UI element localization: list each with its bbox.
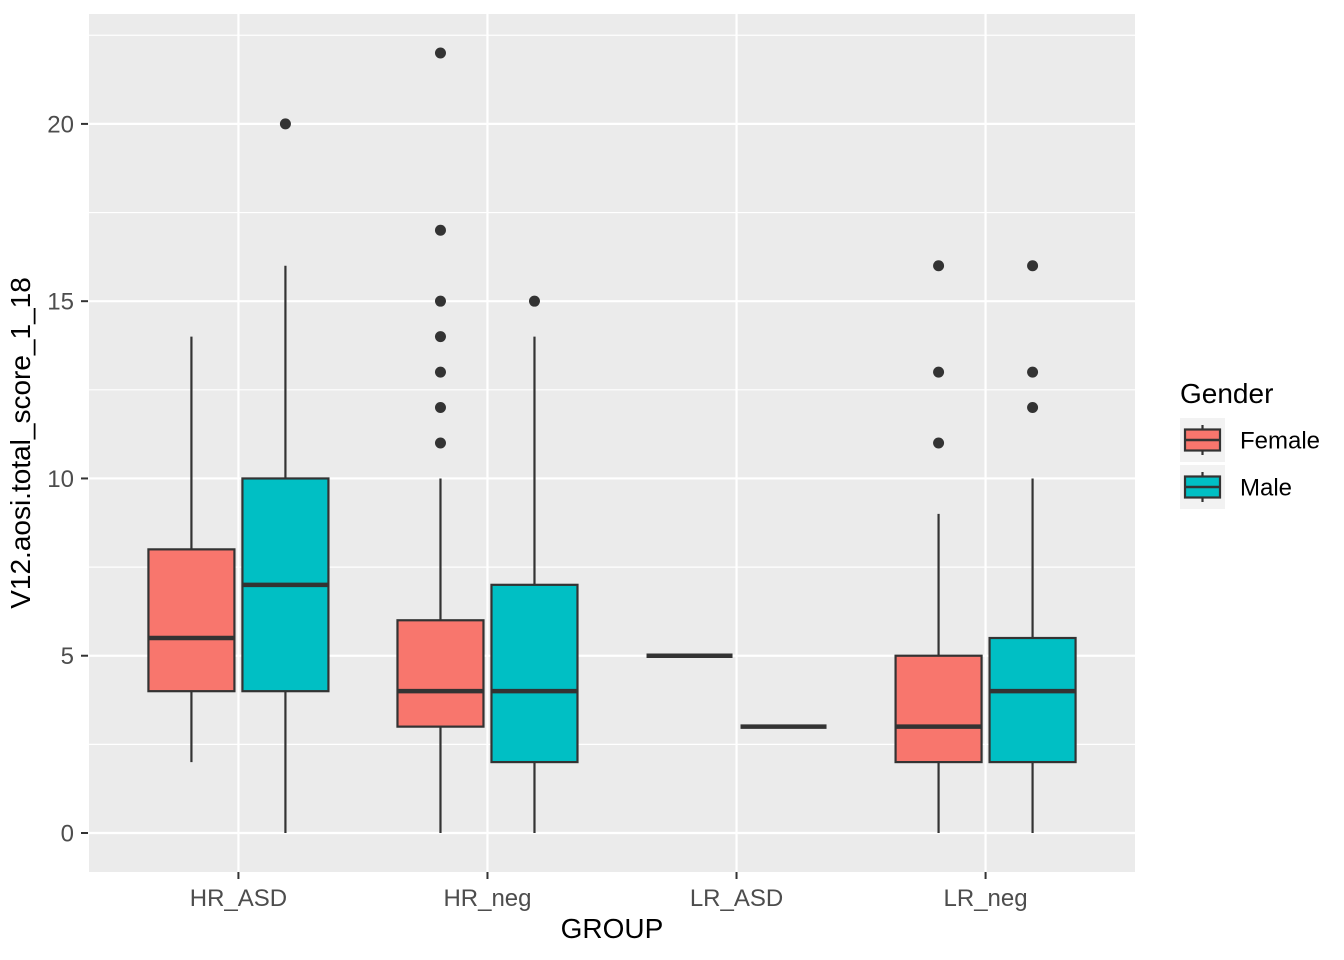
legend-label: Male [1240,474,1292,501]
x-tick-label: HR_neg [443,885,531,912]
y-tick-label: 10 [47,466,74,493]
box-iqr [988,636,1077,764]
outlier-dot [933,437,945,449]
boxplots [147,47,1077,833]
box-iqr [894,654,983,764]
y-tick-label: 0 [61,820,74,847]
y-tick-label: 15 [47,289,74,316]
outlier-dot [1027,260,1039,272]
outlier-dot [279,118,291,130]
outlier-dot [434,295,446,307]
box-male-HR_ASD [241,118,330,833]
y-tick-label: 5 [61,643,74,670]
x-tick-label: HR_ASD [190,885,287,912]
outlier-dot [528,295,540,307]
box-female-LR_neg [894,260,983,833]
outlier-dot [933,366,945,378]
box-male-HR_neg [490,295,579,833]
outlier-dot [434,366,446,378]
legend: Female Male [1180,418,1320,509]
axes: 0 5 10 15 20 HR_ASD HR_neg LR_ASD LR_neg [47,111,1027,912]
box-female-HR_ASD [147,336,236,763]
x-tick-label: LR_neg [944,885,1028,912]
legend-entry-female: Female [1180,418,1320,462]
legend-entry-male: Male [1180,465,1292,509]
box-female-HR_neg [396,47,485,833]
outlier-dot [434,331,446,343]
box-iqr [490,583,579,764]
x-axis-title: GROUP [561,913,664,944]
outlier-dot [434,224,446,236]
outlier-dot [1027,402,1039,414]
box-iqr [147,548,236,693]
outlier-dot [434,437,446,449]
outlier-dot [434,402,446,414]
legend-title: Gender [1180,378,1273,409]
box-male-LR_neg [988,260,1077,833]
outlier-dot [933,260,945,272]
outlier-dot [434,47,446,59]
outlier-dot [1027,366,1039,378]
box-iqr [396,619,485,728]
legend-label: Female [1240,427,1320,454]
x-tick-label: LR_ASD [690,885,783,912]
y-axis-title: V12.aosi.total_score_1_18 [5,277,36,609]
y-tick-label: 20 [47,111,74,138]
